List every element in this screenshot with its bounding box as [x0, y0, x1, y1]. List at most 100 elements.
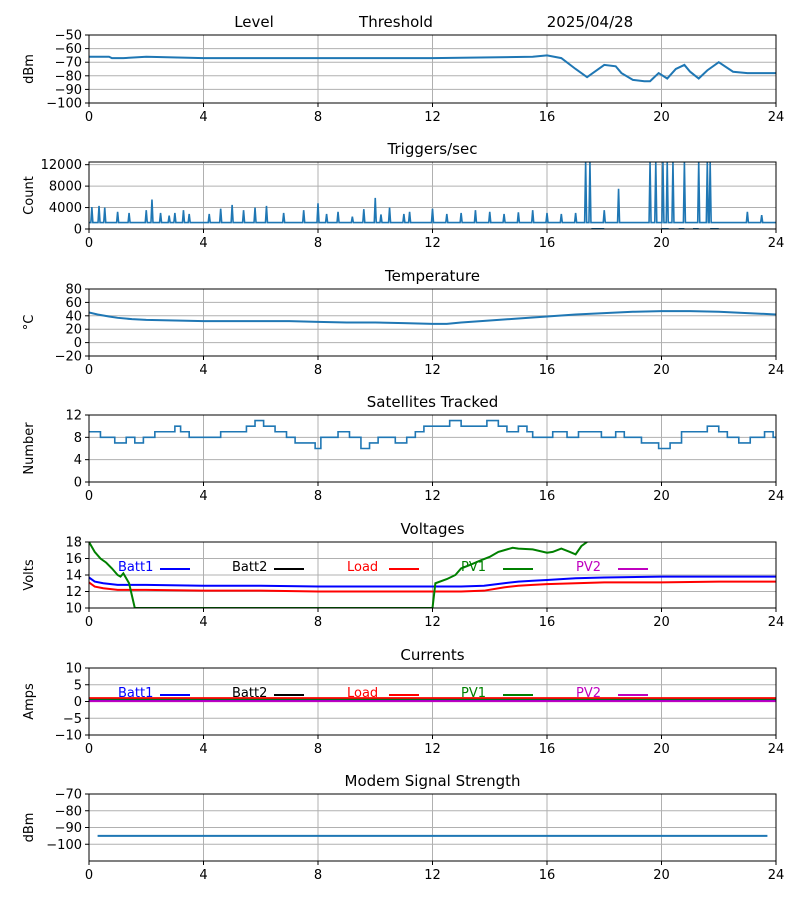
y-axis-label: Count — [22, 176, 37, 215]
y-tick-label: −100 — [46, 838, 82, 853]
y-tick-label: −50 — [55, 29, 82, 44]
x-tick-label: 4 — [199, 110, 207, 125]
x-tick-label: 4 — [199, 742, 207, 757]
x-tick-label: 4 — [199, 363, 207, 378]
plot-area — [89, 697, 776, 703]
y-tick-label: −90 — [55, 83, 82, 98]
y-tick-label: 16 — [65, 552, 82, 567]
legend-label: PV1 — [461, 560, 486, 575]
x-tick-label: 12 — [424, 742, 441, 757]
plot-area — [89, 54, 776, 83]
y-tick-label: 12000 — [41, 158, 82, 173]
x-tick-label: 4 — [199, 489, 207, 504]
x-tick-label: 0 — [85, 236, 93, 251]
y-tick-label: 12 — [65, 409, 82, 424]
legend-label: Load — [347, 560, 378, 575]
y-tick-label: 18 — [65, 536, 82, 551]
series-line — [89, 54, 776, 83]
x-tick-label: 12 — [424, 489, 441, 504]
y-tick-label: −90 — [55, 821, 82, 836]
x-tick-label: 20 — [653, 236, 670, 251]
y-tick-label: 4 — [74, 453, 82, 468]
y-tick-label: 80 — [65, 283, 82, 298]
series-line-pv1 — [89, 542, 588, 608]
y-tick-label: −80 — [55, 804, 82, 819]
x-tick-label: 0 — [85, 868, 93, 883]
x-tick-label: 8 — [314, 236, 322, 251]
y-tick-label: −5 — [63, 712, 82, 727]
y-tick-label: −20 — [55, 350, 82, 365]
series-line — [89, 162, 776, 224]
x-tick-label: 0 — [85, 110, 93, 125]
plot-area — [89, 162, 776, 229]
y-tick-label: −70 — [55, 788, 82, 803]
x-tick-label: 0 — [85, 363, 93, 378]
y-tick-label: 60 — [65, 296, 82, 311]
legend-label: Batt2 — [232, 560, 267, 575]
series-line-load — [89, 580, 776, 593]
y-tick-label: 0 — [74, 476, 82, 491]
x-tick-label: 24 — [768, 868, 785, 883]
x-tick-label: 8 — [314, 742, 322, 757]
x-tick-label: 20 — [653, 615, 670, 630]
y-tick-label: −60 — [55, 42, 82, 57]
x-tick-label: 16 — [539, 110, 556, 125]
x-tick-label: 0 — [85, 742, 93, 757]
panel-1: 0 4 8 12 16 20 24 0 4000 8000 12000 Count Triggers/s… — [22, 140, 784, 251]
panel-0: 0 4 8 12 16 20 24 −50−60−70−80−90−100 dBm — [22, 29, 784, 126]
x-tick-label: 20 — [653, 110, 670, 125]
panel-title: Satellites Tracked — [367, 393, 498, 411]
x-tick-label: 24 — [768, 742, 785, 757]
panel-6: 0 4 8 12 16 20 24 −70−80 −90 −100 dBm Modem Signal … — [22, 772, 784, 883]
x-tick-label: 20 — [653, 868, 670, 883]
y-tick-label: 0 — [74, 695, 82, 710]
y-tick-label: 0 — [74, 223, 82, 238]
x-tick-label: 12 — [424, 236, 441, 251]
x-tick-label: 24 — [768, 489, 785, 504]
x-tick-label: 12 — [424, 615, 441, 630]
legend-label: PV2 — [576, 560, 601, 575]
y-tick-label: −10 — [55, 729, 82, 744]
x-tick-label: 8 — [314, 868, 322, 883]
x-tick-label: 12 — [424, 868, 441, 883]
y-tick-label: 12 — [65, 585, 82, 600]
x-tick-label: 16 — [539, 615, 556, 630]
x-tick-label: 16 — [539, 363, 556, 378]
x-tick-label: 4 — [199, 615, 207, 630]
x-tick-label: 20 — [653, 363, 670, 378]
x-tick-label: 24 — [768, 363, 785, 378]
x-tick-label: 12 — [424, 363, 441, 378]
panel-title: Temperature — [384, 267, 480, 285]
x-tick-label: 16 — [539, 742, 556, 757]
y-tick-label: 8 — [74, 431, 82, 446]
x-tick-label: 8 — [314, 110, 322, 125]
y-tick-label: 10 — [65, 662, 82, 677]
plot-area — [89, 310, 776, 325]
y-axis-label: °C — [22, 315, 37, 331]
y-tick-label: −100 — [46, 97, 82, 112]
x-tick-label: 0 — [85, 489, 93, 504]
y-tick-label: 0 — [74, 336, 82, 351]
panel-title: Currents — [400, 646, 464, 664]
y-axis-label: dBm — [22, 54, 37, 84]
y-axis-label: Amps — [22, 683, 37, 720]
x-tick-label: 4 — [199, 236, 207, 251]
series-line-batt1 — [89, 575, 776, 588]
y-axis-label: Volts — [22, 559, 37, 591]
panel-title: Triggers/sec — [387, 140, 478, 158]
y-tick-label: 8000 — [49, 180, 82, 195]
x-tick-label: 24 — [768, 236, 785, 251]
y-tick-label: −80 — [55, 69, 82, 84]
header-threshold-label: Threshold — [358, 13, 433, 31]
x-tick-label: 8 — [314, 489, 322, 504]
plot-area — [89, 419, 776, 450]
x-tick-label: 4 — [199, 868, 207, 883]
legend-label: Load — [347, 686, 378, 701]
x-tick-label: 20 — [653, 742, 670, 757]
panel-title: Modem Signal Strength — [345, 772, 521, 790]
y-tick-label: 4000 — [49, 201, 82, 216]
plot-area — [89, 542, 776, 608]
